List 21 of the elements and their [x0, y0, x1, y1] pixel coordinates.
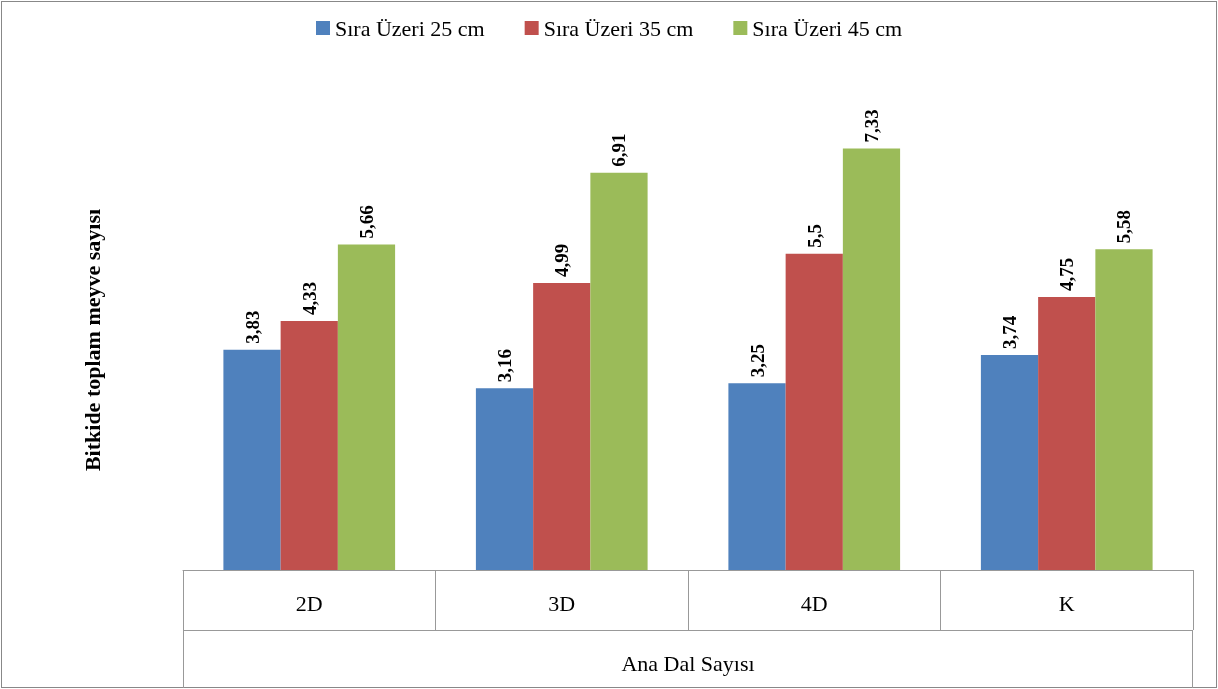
x-tick-label: 3D [548, 590, 576, 616]
legend-label: Sıra Üzeri 35 cm [543, 15, 694, 41]
x-tick-label: K [1058, 590, 1075, 616]
data-label: 3,25 [746, 343, 768, 378]
y-axis-title: Bitkide toplam meyve sayısı [79, 208, 105, 472]
data-label: 5,66 [355, 205, 377, 239]
data-label: 3,83 [241, 310, 263, 344]
x-tick-label: 4D [800, 590, 828, 616]
data-label: 5,5 [803, 224, 825, 248]
data-label: 4,99 [551, 243, 573, 278]
data-label: 3,74 [999, 315, 1021, 349]
x-tick-label: 2D [295, 590, 323, 616]
legend-label: Sıra Üzeri 25 cm [334, 15, 485, 41]
legend-label: Sıra Üzeri 45 cm [752, 15, 903, 41]
data-label: 7,33 [860, 109, 882, 143]
data-label: 3,16 [494, 349, 516, 383]
data-label: 5,58 [1113, 209, 1135, 244]
data-label: 6,91 [608, 133, 630, 167]
data-label: 4,33 [298, 281, 320, 316]
x-axis-title: Ana Dal Sayısı [621, 650, 755, 676]
data-label: 4,75 [1056, 257, 1078, 291]
